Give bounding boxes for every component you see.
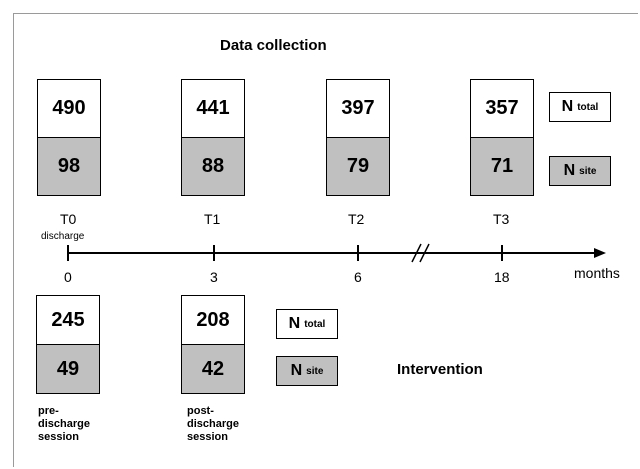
legend-n-total-main: N (561, 98, 574, 115)
post-session-n-total: 208 (182, 296, 244, 345)
pre-session-label-line-3: session (38, 431, 79, 443)
t1-n-total: 441 (182, 80, 244, 138)
legend-n-site-sub: site (579, 165, 597, 177)
pre-session-label-line-1: pre- (38, 405, 59, 417)
timepoint-t3-label: T3 (493, 211, 510, 227)
timepoint-t2-label: T2 (348, 211, 365, 227)
axis-tick-label-3: 3 (210, 269, 218, 285)
legend-n-site-main: N (563, 162, 576, 179)
session-post-box: 208 42 (181, 295, 245, 394)
t0-n-site: 98 (38, 138, 100, 195)
axis-unit-label: months (574, 265, 620, 281)
t2-n-total: 397 (327, 80, 389, 138)
pre-session-label: pre- discharge session (38, 405, 90, 444)
pre-session-label-line-2: discharge (38, 418, 90, 430)
diagram-title: Data collection (220, 37, 327, 54)
timepoint-t1-label: T1 (204, 211, 221, 227)
timepoint-t3-box: 357 71 (470, 79, 534, 196)
t1-n-site: 88 (182, 138, 244, 195)
post-session-n-site: 42 (182, 345, 244, 393)
axis-tick-label-18: 18 (494, 269, 510, 285)
timepoint-t0-box: 490 98 (37, 79, 101, 196)
t0-n-total: 490 (38, 80, 100, 138)
post-session-label-line-2: discharge (187, 418, 239, 430)
axis-arrowhead (594, 248, 606, 258)
pre-session-n-total: 245 (37, 296, 99, 345)
axis-break-left (411, 243, 422, 263)
t3-n-total: 357 (471, 80, 533, 138)
timepoint-t0-sublabel: discharge (41, 231, 85, 242)
legend-bottom-n-total-main: N (288, 315, 301, 332)
timepoint-t1-box: 441 88 (181, 79, 245, 196)
legend-bottom-n-total-sub: total (304, 318, 326, 330)
axis-tick-label-6: 6 (354, 269, 362, 285)
timepoint-t0-label: T0 (60, 211, 77, 227)
legend-n-total-sub: total (577, 101, 599, 113)
intervention-label: Intervention (397, 361, 483, 378)
session-pre-box: 245 49 (36, 295, 100, 394)
post-session-label: post- discharge session (187, 405, 239, 444)
post-session-label-line-3: session (187, 431, 228, 443)
t3-n-site: 71 (471, 138, 533, 195)
t2-n-site: 79 (327, 138, 389, 195)
diagram-frame (13, 13, 638, 467)
legend-bottom-n-site-main: N (290, 362, 303, 379)
axis-tick-label-0: 0 (64, 269, 72, 285)
timepoint-t2-box: 397 79 (326, 79, 390, 196)
post-session-label-line-1: post- (187, 405, 214, 417)
legend-bottom-n-site-sub: site (306, 365, 324, 377)
pre-session-n-site: 49 (37, 345, 99, 393)
axis-break-right (419, 243, 430, 263)
